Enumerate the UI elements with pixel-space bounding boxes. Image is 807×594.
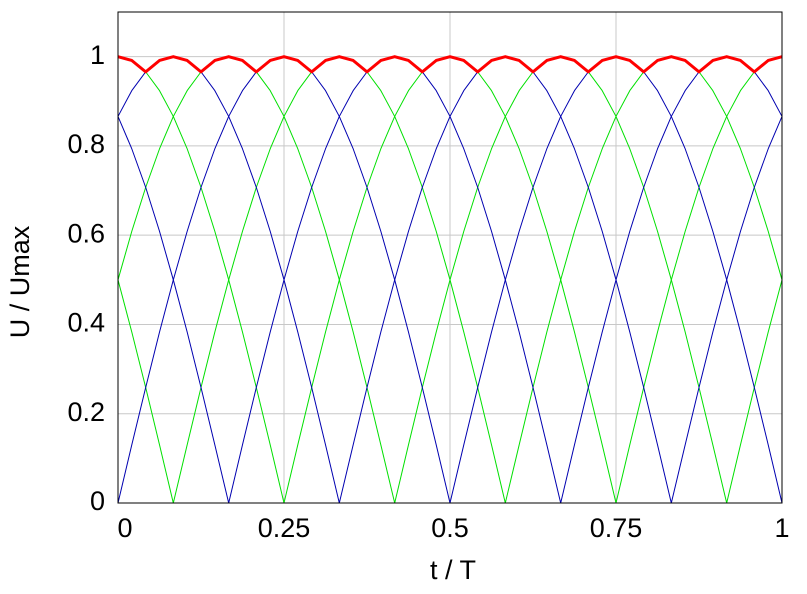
x-tick-label: 0 — [117, 513, 132, 543]
y-tick-label: 0.2 — [67, 397, 105, 427]
x-axis-title: t / T — [430, 555, 476, 585]
x-tick-label: 0.25 — [258, 513, 311, 543]
y-axis-title: U / Umax — [5, 225, 35, 338]
x-tick-label: 0.75 — [590, 513, 643, 543]
y-tick-label: 0.4 — [67, 308, 105, 338]
y-tick-label: 0.6 — [67, 218, 105, 248]
y-tick-label: 0.8 — [67, 129, 105, 159]
x-tick-label: 1 — [774, 513, 789, 543]
y-tick-label: 0 — [90, 486, 105, 516]
data-line — [117, 55, 783, 74]
y-tick-label: 1 — [90, 40, 105, 70]
plot-frame — [117, 11, 783, 504]
x-tick-label: 0.5 — [431, 513, 469, 543]
